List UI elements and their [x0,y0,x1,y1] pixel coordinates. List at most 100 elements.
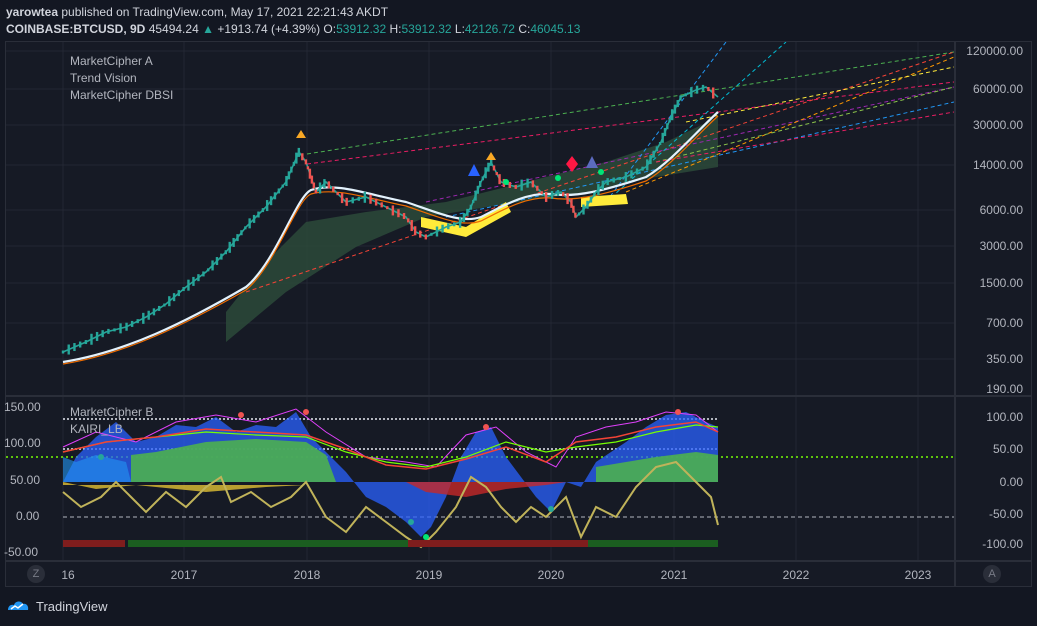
candle [357,196,360,201]
close-label: C: [518,22,531,36]
price-label: 1500.00 [979,276,1023,290]
candle [536,185,539,191]
candle [142,312,145,324]
price-label: 60000.00 [972,82,1023,96]
candle [67,344,70,355]
candle [192,276,195,286]
osc-right-label: 50.00 [992,442,1023,456]
trend-vision-ma2 [62,115,719,365]
candle [61,350,65,354]
candle [540,191,543,195]
candle [292,161,296,166]
candle [570,198,573,208]
candle [197,274,200,282]
candle [684,93,687,97]
signal-bar-red [63,540,125,547]
candle [312,182,316,189]
osc-left-label: 0.00 [16,509,40,523]
osc-legend-1[interactable]: KAIRI_LB [70,422,123,436]
high-label: H: [389,22,402,36]
footer-brand[interactable]: TradingView [6,598,108,614]
candle [601,180,605,190]
candle [163,303,166,307]
candle [489,158,493,166]
auto-scale-button[interactable]: A [983,565,1001,583]
time-axis[interactable]: Z 16 2017 2018 2019 2020 2021 2022 2023 [5,561,955,587]
price-axis[interactable]: 120000.00 60000.00 30000.00 14000.00 600… [955,41,1032,396]
candle [182,287,185,292]
symbol-label[interactable]: COINBASE:BTCUSD, 9D [6,22,146,36]
candle [310,175,314,184]
candle [618,177,621,181]
candle [308,168,312,179]
oscillator-axis[interactable]: 100.00 50.00 0.00 -50.00 -100.00 [955,396,1032,561]
candle [478,181,482,188]
candle [466,208,469,216]
low-value: 42126.72 [464,22,515,36]
candle [119,323,122,334]
indicator-legend-0[interactable]: MarketCipher A [70,54,153,68]
published-text: published on TradingView.com, May 17, 20… [61,5,389,19]
candle [668,118,671,123]
candle [314,189,318,194]
candle [641,166,644,171]
candle [78,341,82,348]
candle [206,268,210,272]
trend-cloud [226,117,718,342]
price-label: 700.00 [986,316,1023,330]
candle [424,234,428,240]
wave-line-green [62,424,719,468]
candle [469,204,473,210]
candle [386,206,389,210]
candle [556,190,560,197]
time-label: 16 [61,568,75,582]
high-value: 53912.32 [401,22,452,36]
candle [304,159,308,165]
candle [701,84,705,91]
price-label: 6000.00 [979,203,1023,217]
open-label: O: [323,22,337,36]
candle [101,330,104,338]
candle [380,202,383,208]
indicator-legend-1[interactable]: Trend Vision [70,71,137,85]
candle [630,170,633,179]
candle [125,322,128,331]
candle [277,188,281,194]
candle [544,191,548,202]
price-pane[interactable]: MarketCipher A Trend Vision MarketCipher… [5,41,955,396]
candle [332,186,335,192]
candle [663,128,667,137]
candle [236,234,239,242]
candle [646,159,649,171]
indicator-legend-2[interactable]: MarketCipher DBSI [70,88,174,102]
candle [574,212,577,218]
candle [211,260,214,271]
candle [676,100,679,108]
candle [666,123,669,130]
candle [345,197,348,206]
osc-right-label: -100.00 [982,537,1023,551]
time-label: 2020 [537,568,565,582]
candle [707,87,710,92]
candle [447,223,450,230]
candle [577,212,581,216]
candle [495,172,498,176]
candle [597,184,600,196]
osc-legend-0[interactable]: MarketCipher B [70,405,154,419]
zoom-button[interactable]: Z [27,565,45,583]
candle [407,218,410,223]
candle [498,174,501,185]
candle [269,196,273,206]
kairi-line [62,460,719,549]
candle [492,165,496,171]
candle [261,208,265,213]
author-name[interactable]: yarowtea [6,5,59,19]
candle [635,168,639,175]
oscillator-pane[interactable]: MarketCipher B KAIRI_LB 150.00 100.00 50… [4,396,955,561]
price-chart-canvas [6,42,954,395]
candle [248,218,251,229]
candle [661,132,664,143]
price-grid [6,42,954,395]
candle [113,328,116,332]
candle [273,192,277,200]
